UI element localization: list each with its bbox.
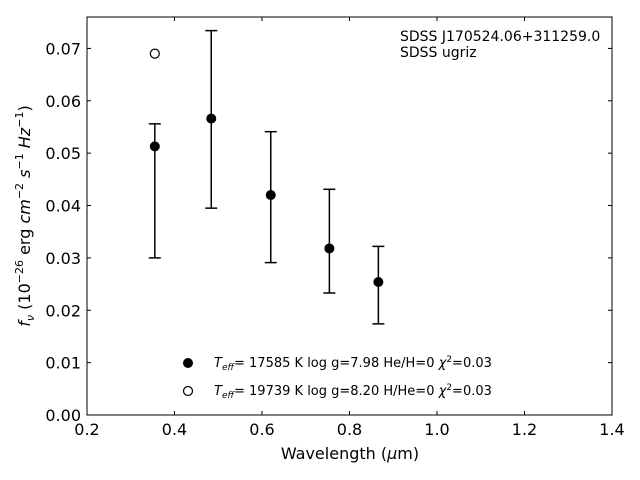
x-tick-label: 0.4	[162, 420, 187, 439]
x-tick-label: 0.2	[74, 420, 99, 439]
y-axis-label: fν (10−26 erg cm−2 s−1 Hz−1)	[13, 105, 37, 326]
y-tick-label: 0.05	[45, 144, 81, 163]
observed-point	[206, 113, 217, 124]
y-tick-label: 0.02	[45, 301, 81, 320]
y-tick-label: 0.04	[45, 197, 81, 216]
observed-point	[324, 243, 335, 254]
annotation-object-name: SDSS J170524.06+311259.0	[400, 29, 600, 45]
x-tick-label: 1.4	[599, 420, 624, 439]
y-tick-label: 0.01	[45, 354, 81, 373]
legend-1-teff: 17585 K	[249, 356, 303, 371]
x-tick-label: 0.8	[337, 420, 362, 439]
observed-point	[373, 276, 384, 287]
axes-layer: 0.2 0.4 0.6 0.8 1.0 1.2 1.4 0.00 0.01 0.02 0.03 0.0…	[45, 16, 625, 439]
legend-2-teff: 19739 K	[249, 384, 303, 399]
open-point	[149, 48, 160, 59]
observed-point	[149, 141, 160, 152]
y-tick-label: 0.03	[45, 249, 81, 268]
y-tick-label: 0.07	[45, 39, 81, 58]
x-tick-label: 0.6	[249, 420, 274, 439]
legend: Teff= 17585 K log g=7.98 He/H=0 χ2=0.03 …	[182, 355, 492, 401]
legend-2-logg: log g=8.20	[307, 384, 379, 399]
x-tick-label: 1.0	[424, 420, 449, 439]
plot-layer	[148, 29, 385, 325]
legend-marker-open	[182, 385, 194, 397]
legend-2-chi2: =0.03	[452, 384, 492, 399]
legend-1-comp: He/H=0	[383, 356, 434, 371]
legend-marker-filled	[183, 358, 193, 368]
x-axis-label: Wavelength (μm)	[281, 444, 419, 463]
annotation-block: SDSS J170524.06+311259.0 SDSS ugriz	[400, 29, 600, 61]
observed-point	[265, 190, 276, 201]
legend-2-comp: H/He=0	[383, 384, 434, 399]
x-tick-label: 1.2	[512, 420, 537, 439]
y-tick-label: 0.06	[45, 92, 81, 111]
legend-1-logg: log g=7.98	[307, 356, 379, 371]
legend-1-chi2: =0.03	[452, 356, 492, 371]
legend-entry-1: Teff= 17585 K log g=7.98 He/H=0 χ2=0.03	[214, 355, 492, 373]
legend-entry-2: Teff= 19739 K log g=8.20 H/He=0 χ2=0.03	[214, 383, 492, 401]
y-tick-label: 0.00	[45, 406, 81, 425]
annotation-survey: SDSS ugriz	[400, 45, 477, 61]
